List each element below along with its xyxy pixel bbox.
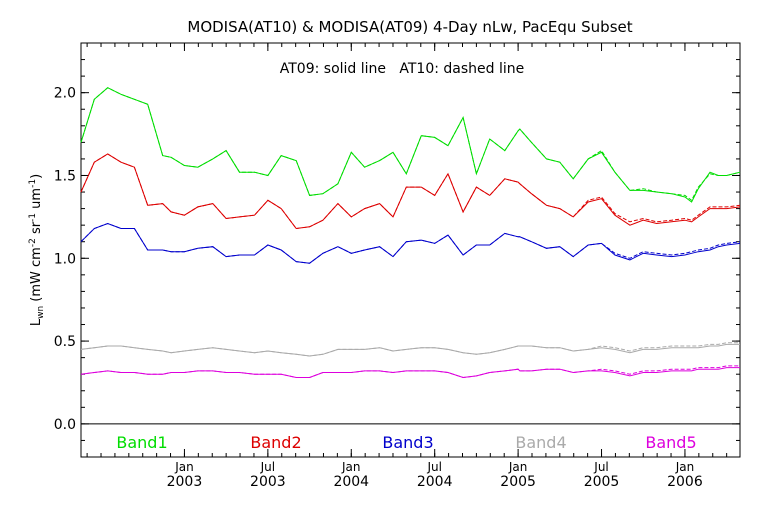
series-line-band2-at10 bbox=[80, 153, 741, 230]
x-tick-month-label: Jul bbox=[260, 460, 275, 474]
chart-title: MODISA(AT10) & MODISA(AT09) 4-Day nLw, P… bbox=[187, 18, 632, 36]
series-line-band4-at10 bbox=[80, 342, 740, 357]
x-tick-year-label: 2003 bbox=[250, 474, 286, 490]
x-tick-month-label: Jan bbox=[508, 460, 528, 474]
x-tick-month-label: Jul bbox=[426, 460, 441, 474]
series-group bbox=[80, 87, 741, 379]
x-tick-month-label: Jan bbox=[174, 460, 194, 474]
y-tick-label: 0.5 bbox=[54, 334, 76, 350]
y-axis: 0.0 0.5 1.0 1.5 2.0 bbox=[54, 42, 740, 458]
y-tick-label: 0.0 bbox=[54, 417, 76, 433]
x-tick-year-label: 2005 bbox=[500, 474, 536, 490]
series-line-band5-at10 bbox=[80, 365, 740, 379]
series-line-band1-at10 bbox=[80, 87, 741, 202]
line-style-annotation: AT09: solid line AT10: dashed line bbox=[280, 61, 525, 77]
legend: Band1 Band2 Band3 Band4 Band5 bbox=[116, 433, 696, 452]
x-tick-month-label: Jul bbox=[593, 460, 608, 474]
x-tick-year-label: 2004 bbox=[417, 474, 453, 490]
x-tick-month-label: Jan bbox=[341, 460, 361, 474]
legend-item-band3: Band3 bbox=[382, 433, 433, 452]
x-axis: Jan2003Jul2003Jan2004Jul2004Jan2005Jul20… bbox=[86, 43, 728, 490]
y-tick-label: 1.5 bbox=[54, 168, 76, 184]
x-tick-year-label: 2005 bbox=[584, 474, 620, 490]
x-tick-year-label: 2003 bbox=[167, 474, 203, 490]
legend-item-band2: Band2 bbox=[250, 433, 301, 452]
legend-item-band1: Band1 bbox=[116, 433, 167, 452]
y-tick-label: 2.0 bbox=[54, 86, 76, 102]
y-tick-label: 1.0 bbox=[54, 251, 76, 267]
plot-frame bbox=[80, 42, 741, 458]
x-tick-month-label: Jan bbox=[675, 460, 695, 474]
x-tick-year-label: 2006 bbox=[667, 474, 703, 490]
y-axis-label: Lwn (mW cm-2 sr-1 um-1) bbox=[28, 174, 46, 326]
legend-item-band4: Band4 bbox=[515, 433, 566, 452]
x-tick-year-label: 2004 bbox=[333, 474, 369, 490]
series-line-band3-at10 bbox=[80, 222, 741, 264]
legend-item-band5: Band5 bbox=[645, 433, 696, 452]
